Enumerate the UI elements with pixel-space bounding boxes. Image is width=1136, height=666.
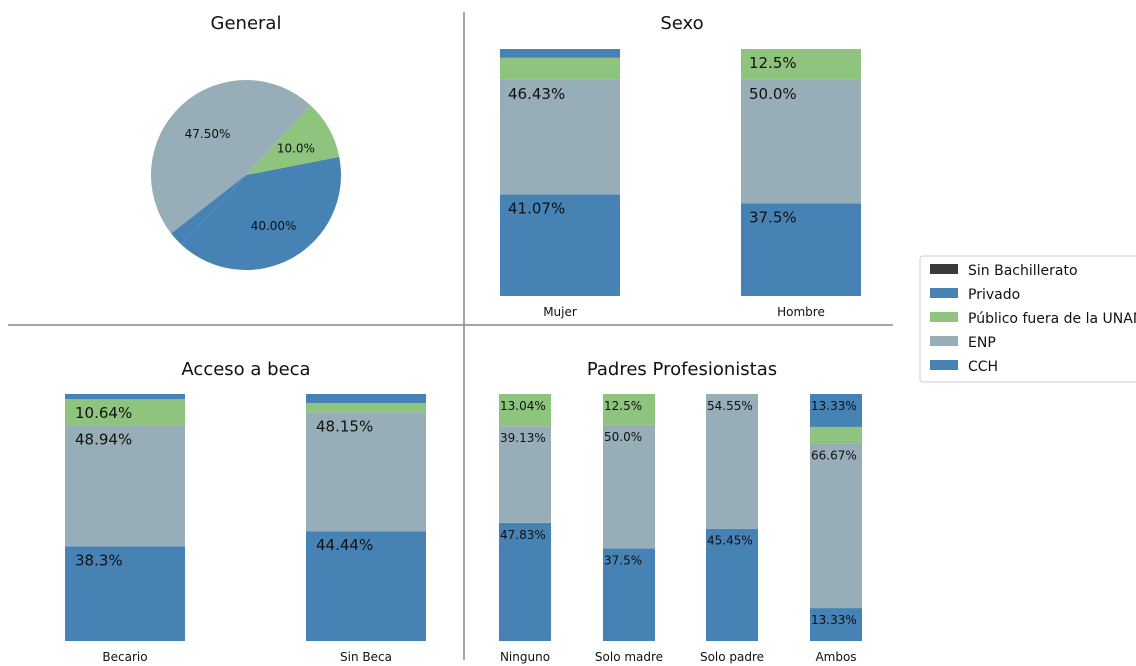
- bar-segment-cch: [706, 528, 758, 641]
- data-label: 12.5%: [749, 54, 797, 72]
- data-label: 47.83%: [500, 528, 546, 542]
- panel-title: General: [211, 13, 282, 34]
- data-label: 44.44%: [316, 536, 373, 554]
- panel-sexo: Sexo 41.07% 46.43% Mujer 37.5% 50.0% 12.5% Hom…: [500, 13, 861, 319]
- data-label: 50.0%: [604, 430, 642, 444]
- bar-segment-privado: [65, 394, 185, 400]
- data-label: 45.45%: [707, 534, 753, 548]
- data-label: 13.33%: [811, 613, 857, 627]
- bar-segment-enp: [500, 79, 620, 195]
- pie-label: 40.00%: [251, 219, 297, 233]
- pie-slice-enp: [150, 79, 311, 234]
- panel-general: General 40.00% 10.0% 47.50%: [150, 13, 341, 270]
- panel-beca: Acceso a beca 38.3% 48.94% 10.64% Becario 44…: [65, 359, 426, 664]
- bar-segment-publico: [499, 394, 551, 427]
- data-label: 46.43%: [508, 85, 565, 103]
- pie-label: 10.0%: [277, 141, 315, 155]
- bar-segment-enp: [741, 79, 861, 204]
- pie-label: 47.50%: [185, 127, 231, 141]
- x-tick-label: Solo madre: [595, 650, 663, 664]
- bar-segment-privado: [306, 394, 426, 404]
- data-label: 12.5%: [604, 399, 642, 413]
- legend: Sin Bachillerato Privado Público fuera d…: [919, 255, 1136, 383]
- panel-padres: Padres Profesionistas 47.83% 39.13% 13.04%…: [499, 359, 862, 664]
- bar-segment-privado: [810, 394, 862, 427]
- data-label: 50.0%: [749, 85, 797, 103]
- legend-label: CCH: [968, 359, 998, 375]
- bar-segment-publico: [500, 57, 620, 80]
- pie-slice-privado: [171, 175, 246, 245]
- bar-segment-publico: [810, 426, 862, 444]
- legend-label: ENP: [968, 335, 996, 351]
- bar-segment-publico: [65, 399, 185, 426]
- legend-item: Sin Bachillerato: [930, 263, 1078, 279]
- pie-slice-cch: [181, 156, 341, 270]
- bar-segment-enp: [306, 412, 426, 532]
- legend-item: Público fuera de la UNAM: [930, 311, 1136, 327]
- bar-segment-cch: [500, 194, 620, 296]
- bar-segment-enp: [499, 426, 551, 523]
- pie-slice-publico: [246, 105, 340, 175]
- data-label: 13.04%: [500, 399, 546, 413]
- panel-title: Acceso a beca: [181, 359, 310, 380]
- x-tick-label: Ninguno: [500, 650, 550, 664]
- bar-segment-cch: [65, 546, 185, 641]
- data-label: 48.15%: [316, 417, 373, 435]
- bar-segment-enp: [810, 443, 862, 609]
- x-tick-label: Sin Beca: [340, 650, 392, 664]
- data-label: 37.5%: [604, 553, 642, 567]
- bar-segment-cch: [810, 608, 862, 641]
- bar-segment-publico: [603, 394, 655, 425]
- x-tick-label: Becario: [102, 650, 147, 664]
- data-label: 41.07%: [508, 200, 565, 218]
- x-tick-label: Ambos: [815, 650, 856, 664]
- bar-segment-enp: [603, 424, 655, 549]
- data-label: 13.33%: [811, 399, 857, 413]
- legend-item: ENP: [930, 335, 996, 351]
- data-label: 54.55%: [707, 399, 753, 413]
- panel-title: Padres Profesionistas: [587, 359, 777, 380]
- bar-segment-publico: [306, 403, 426, 413]
- legend-swatch: [930, 312, 958, 322]
- data-label: 38.3%: [75, 551, 123, 569]
- legend-item: CCH: [930, 359, 998, 375]
- bar-segment-publico: [741, 49, 861, 80]
- data-label: 37.5%: [749, 208, 797, 226]
- legend-swatch: [930, 288, 958, 298]
- x-tick-label: Solo padre: [700, 650, 764, 664]
- legend-label: Privado: [968, 287, 1020, 303]
- data-label: 39.13%: [500, 431, 546, 445]
- x-tick-label: Mujer: [543, 305, 577, 319]
- legend-swatch: [930, 360, 958, 370]
- data-label: 48.94%: [75, 431, 132, 449]
- bar-segment-cch: [741, 203, 861, 297]
- legend-swatch: [930, 264, 958, 274]
- data-label: 10.64%: [75, 404, 132, 422]
- bar-segment-privado: [500, 49, 620, 58]
- bar-segment-enp: [706, 394, 758, 529]
- x-tick-label: Hombre: [777, 305, 825, 319]
- bar-segment-enp: [65, 425, 185, 547]
- legend-label: Público fuera de la UNAM: [968, 311, 1136, 327]
- legend-swatch: [930, 336, 958, 346]
- panel-title: Sexo: [660, 13, 703, 34]
- data-label: 66.67%: [811, 448, 857, 462]
- legend-label: Sin Bachillerato: [968, 263, 1078, 279]
- bar-segment-cch: [499, 522, 551, 641]
- legend-box: [919, 255, 1136, 383]
- bar-segment-cch: [306, 531, 426, 641]
- legend-item: Privado: [930, 287, 1020, 303]
- bar-segment-cch: [603, 548, 655, 642]
